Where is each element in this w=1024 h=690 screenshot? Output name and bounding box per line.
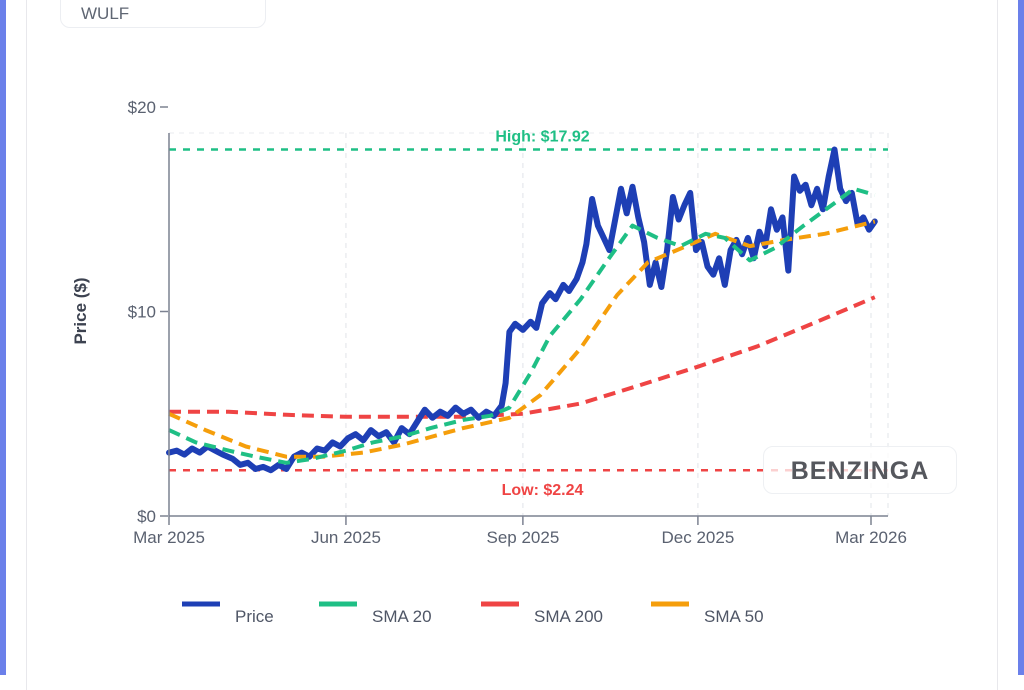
series-line-sma-50 — [168, 219, 876, 459]
y-tick-label: $10 — [128, 303, 156, 322]
chart-card — [26, 0, 998, 690]
y-tick-label: $0 — [137, 507, 156, 526]
right-accent-bar — [1018, 0, 1024, 675]
ticker-pill: WULF — [60, 0, 266, 28]
watermark: BENZINGA — [763, 446, 957, 494]
y-tick-label: $20 — [128, 98, 156, 117]
x-tick-label: Mar 2026 — [835, 528, 907, 547]
high-label: High: $17.92 — [495, 129, 589, 146]
low-label: Low: $2.24 — [502, 482, 584, 499]
watermark-logo: BENZINGA — [790, 457, 930, 485]
annotations: High: $17.92 Low: $2.24 — [169, 129, 888, 499]
y-axis-title: Price ($) — [71, 277, 90, 344]
legend-label-price: Price — [235, 607, 274, 626]
legend-label-sma-50: SMA 50 — [704, 607, 764, 626]
left-accent-bar — [0, 0, 6, 675]
x-ticks: Mar 2025 Jun 2025 Sep 2025 Dec 2025 Mar 2026 — [133, 516, 907, 547]
x-tick-label: Dec 2025 — [662, 528, 735, 547]
series-lines — [166, 146, 878, 474]
legend: Price SMA 20 SMA 200 SMA 50 — [182, 601, 764, 626]
legend-label-sma-20: SMA 20 — [372, 607, 432, 626]
axes — [168, 133, 888, 517]
ticker-symbol: WULF — [81, 4, 130, 23]
grid-lines — [169, 132, 889, 516]
price-chart: High: $17.92 Low: $2.24 $0 $10 $20 Mar 202… — [71, 98, 907, 626]
x-tick-label: Jun 2025 — [311, 528, 381, 547]
series-line-sma-200 — [169, 295, 876, 419]
x-tick-label: Sep 2025 — [486, 528, 559, 547]
series-line-price — [166, 146, 878, 474]
legend-label-sma-200: SMA 200 — [534, 607, 603, 626]
x-tick-label: Mar 2025 — [133, 528, 205, 547]
y-ticks: $0 $10 $20 — [128, 98, 168, 526]
series-line-sma-20 — [168, 186, 876, 465]
